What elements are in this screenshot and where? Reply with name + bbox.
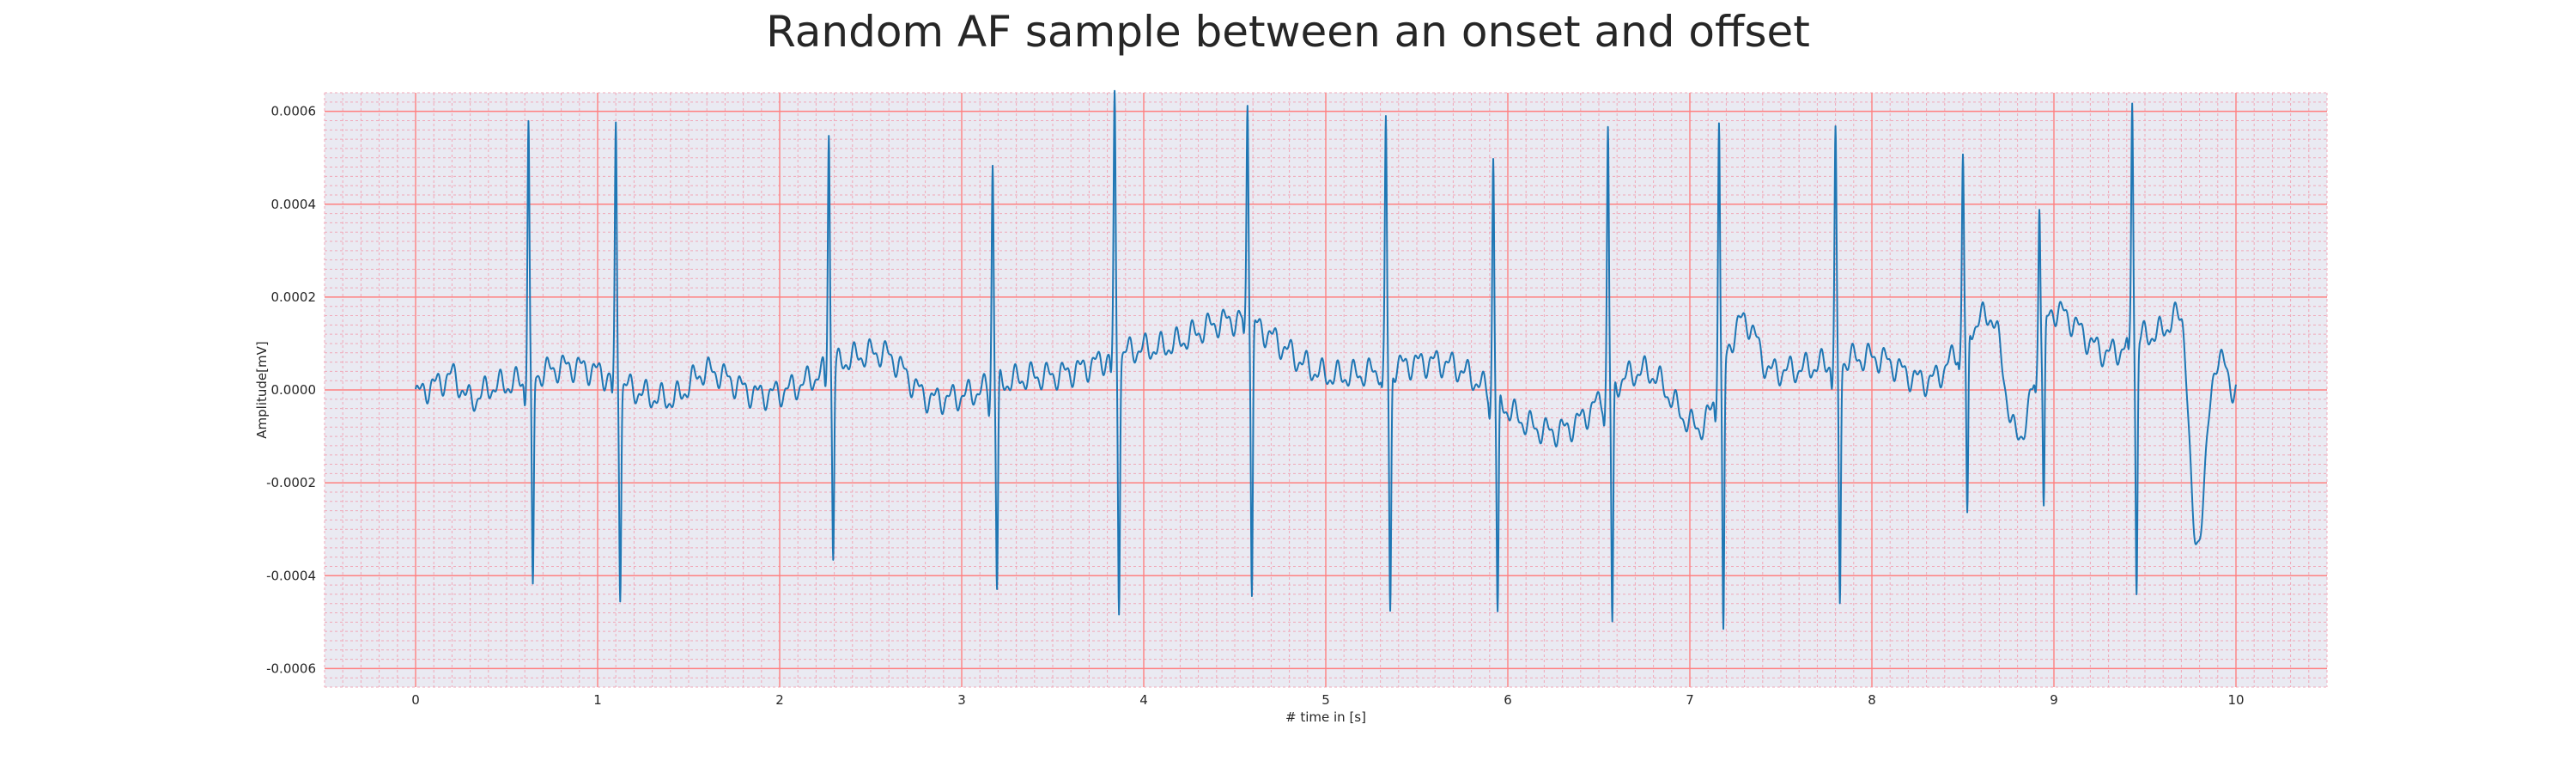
x-tick-label: 7 [1686,692,1694,708]
x-tick-label: 3 [957,692,966,708]
x-tick-label: 9 [2050,692,2058,708]
x-tick-label: 4 [1139,692,1148,708]
y-tick-label: 0.0000 [271,382,317,398]
x-axis-ticks: 0 1 2 3 4 5 6 7 8 9 10 [411,692,2244,708]
x-tick-label: 0 [411,692,420,708]
x-axis-label: # time in [s] [1285,709,1366,725]
ecg-series-line [415,89,2237,630]
x-tick-label: 10 [2227,692,2244,708]
y-axis-label: Amplitude[mV] [254,341,270,438]
series-group [415,89,2237,630]
x-tick-label: 5 [1321,692,1330,708]
y-tick-label: 0.0006 [271,104,317,119]
x-tick-label: 8 [1868,692,1876,708]
y-tick-label: -0.0004 [266,568,316,583]
y-tick-label: -0.0002 [266,475,316,490]
x-tick-label: 1 [593,692,602,708]
x-tick-label: 2 [775,692,784,708]
major-grid [325,93,2327,687]
chart-title: Random AF sample between an onset and of… [766,7,1810,57]
y-tick-label: 0.0004 [271,197,317,212]
x-tick-label: 6 [1504,692,1512,708]
y-axis-ticks: -0.0006 -0.0004 -0.0002 0.0000 0.0002 0.0004 0… [266,104,316,677]
y-tick-label: 0.0002 [271,289,317,305]
y-tick-label: -0.0006 [266,660,316,676]
